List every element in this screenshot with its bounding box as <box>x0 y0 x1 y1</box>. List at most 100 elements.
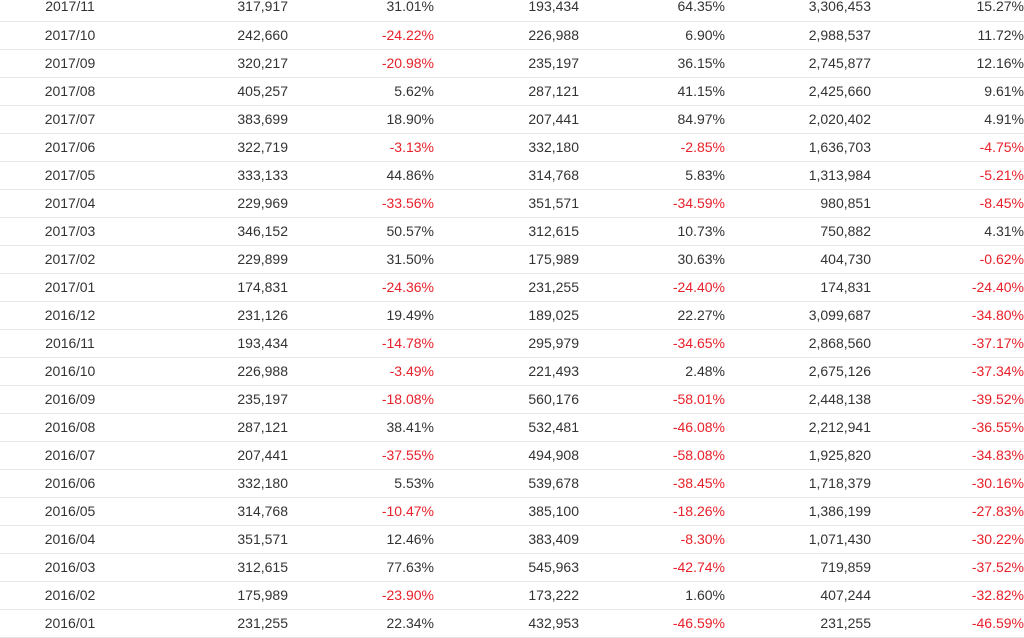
change-c-cell: -39.52% <box>871 385 1024 414</box>
value-a-cell: 317,917 <box>140 0 288 22</box>
cumulative-cell: 1,386,199 <box>725 497 871 526</box>
change-b-cell: 84.97% <box>579 105 725 134</box>
change-b-cell: 2.48% <box>579 357 725 386</box>
cumulative-cell: 3,099,687 <box>725 301 871 330</box>
change-c-cell: 4.91% <box>871 105 1024 134</box>
change-a-cell: -14.78% <box>288 329 434 358</box>
change-a-cell: 31.01% <box>288 0 434 22</box>
table-row: 2016/02 175,989 -23.90% 173,222 1.60% 407,244… <box>0 581 1024 610</box>
change-c-cell: -5.21% <box>871 161 1024 190</box>
change-b-cell: -24.40% <box>579 273 725 302</box>
value-b-cell: 532,481 <box>434 413 579 442</box>
change-c-cell: -30.22% <box>871 525 1024 554</box>
value-b-cell: 193,434 <box>434 0 579 22</box>
change-b-cell: -18.26% <box>579 497 725 526</box>
table-row: 2016/07 207,441 -37.55% 494,908 -58.08% 1,925… <box>0 441 1024 470</box>
cumulative-cell: 980,851 <box>725 189 871 218</box>
cumulative-cell: 3,306,453 <box>725 0 871 22</box>
month-cell: 2016/03 <box>0 553 140 582</box>
change-a-cell: -37.55% <box>288 441 434 470</box>
table-row: 2017/01 174,831 -24.36% 231,255 -24.40% 174,8… <box>0 273 1024 302</box>
change-b-cell: -58.01% <box>579 385 725 414</box>
value-a-cell: 322,719 <box>140 133 288 162</box>
month-cell: 2017/03 <box>0 217 140 246</box>
month-cell: 2016/05 <box>0 497 140 526</box>
cumulative-cell: 2,745,877 <box>725 49 871 78</box>
value-a-cell: 320,217 <box>140 49 288 78</box>
change-b-cell: -34.59% <box>579 189 725 218</box>
cumulative-cell: 404,730 <box>725 245 871 274</box>
change-b-cell: 10.73% <box>579 217 725 246</box>
change-a-cell: -18.08% <box>288 385 434 414</box>
change-a-cell: -23.90% <box>288 581 434 610</box>
change-c-cell: 9.61% <box>871 77 1024 106</box>
change-c-cell: -32.82% <box>871 581 1024 610</box>
change-c-cell: 11.72% <box>871 21 1024 50</box>
month-cell: 2017/02 <box>0 245 140 274</box>
cumulative-cell: 174,831 <box>725 273 871 302</box>
month-cell: 2016/06 <box>0 469 140 498</box>
value-a-cell: 351,571 <box>140 525 288 554</box>
value-a-cell: 235,197 <box>140 385 288 414</box>
change-a-cell: 12.46% <box>288 525 434 554</box>
change-a-cell: -3.13% <box>288 133 434 162</box>
change-a-cell: -24.22% <box>288 21 434 50</box>
change-b-cell: 30.63% <box>579 245 725 274</box>
month-cell: 2016/09 <box>0 385 140 414</box>
value-a-cell: 207,441 <box>140 441 288 470</box>
month-cell: 2017/01 <box>0 273 140 302</box>
change-b-cell: 36.15% <box>579 49 725 78</box>
value-b-cell: 351,571 <box>434 189 579 218</box>
month-cell: 2016/10 <box>0 357 140 386</box>
change-a-cell: -3.49% <box>288 357 434 386</box>
change-b-cell: 5.83% <box>579 161 725 190</box>
table-row: 2017/10 242,660 -24.22% 226,988 6.90% 2,988,5… <box>0 21 1024 50</box>
change-c-cell: -37.17% <box>871 329 1024 358</box>
change-c-cell: -36.55% <box>871 413 1024 442</box>
cumulative-cell: 2,448,138 <box>725 385 871 414</box>
value-b-cell: 287,121 <box>434 77 579 106</box>
month-cell: 2016/08 <box>0 413 140 442</box>
month-cell: 2016/04 <box>0 525 140 554</box>
change-a-cell: 50.57% <box>288 217 434 246</box>
value-b-cell: 539,678 <box>434 469 579 498</box>
table-row: 2016/06 332,180 5.53% 539,678 -38.45% 1,718,3… <box>0 469 1024 498</box>
cumulative-cell: 2,425,660 <box>725 77 871 106</box>
change-b-cell: 64.35% <box>579 0 725 22</box>
table-row: 2017/07 383,699 18.90% 207,441 84.97% 2,020,4… <box>0 105 1024 134</box>
table-row: 2017/03 346,152 50.57% 312,615 10.73% 750,882… <box>0 217 1024 246</box>
value-b-cell: 175,989 <box>434 245 579 274</box>
value-a-cell: 332,180 <box>140 469 288 498</box>
value-a-cell: 229,899 <box>140 245 288 274</box>
change-a-cell: 5.53% <box>288 469 434 498</box>
table-row: 2016/03 312,615 77.63% 545,963 -42.74% 719,85… <box>0 553 1024 582</box>
change-a-cell: 38.41% <box>288 413 434 442</box>
cumulative-cell: 1,071,430 <box>725 525 871 554</box>
table-row: 2017/02 229,899 31.50% 175,989 30.63% 404,730… <box>0 245 1024 274</box>
change-c-cell: -34.83% <box>871 441 1024 470</box>
month-cell: 2016/02 <box>0 581 140 610</box>
value-b-cell: 560,176 <box>434 385 579 414</box>
change-a-cell: 19.49% <box>288 301 434 330</box>
value-b-cell: 314,768 <box>434 161 579 190</box>
table-row: 2017/08 405,257 5.62% 287,121 41.15% 2,425,66… <box>0 77 1024 106</box>
change-b-cell: 1.60% <box>579 581 725 610</box>
value-a-cell: 312,615 <box>140 553 288 582</box>
value-a-cell: 175,989 <box>140 581 288 610</box>
table-row: 2016/05 314,768 -10.47% 385,100 -18.26% 1,386… <box>0 497 1024 526</box>
value-b-cell: 295,979 <box>434 329 579 358</box>
value-a-cell: 229,969 <box>140 189 288 218</box>
change-b-cell: -2.85% <box>579 133 725 162</box>
month-cell: 2017/09 <box>0 49 140 78</box>
value-b-cell: 494,908 <box>434 441 579 470</box>
table-row: 2017/06 322,719 -3.13% 332,180 -2.85% 1,636,7… <box>0 133 1024 162</box>
cumulative-cell: 719,859 <box>725 553 871 582</box>
cumulative-cell: 2,020,402 <box>725 105 871 134</box>
change-a-cell: -24.36% <box>288 273 434 302</box>
change-b-cell: -46.08% <box>579 413 725 442</box>
change-a-cell: 31.50% <box>288 245 434 274</box>
cumulative-cell: 1,313,984 <box>725 161 871 190</box>
change-a-cell: 44.86% <box>288 161 434 190</box>
month-cell: 2017/04 <box>0 189 140 218</box>
value-b-cell: 312,615 <box>434 217 579 246</box>
